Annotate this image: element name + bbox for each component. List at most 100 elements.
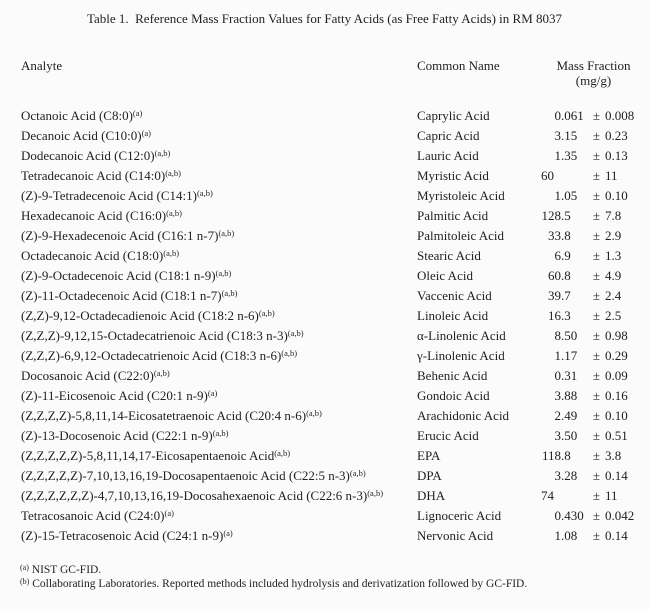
mass-fraction-cell: 3.50 ±0.51 — [538, 426, 649, 446]
mass-fraction-value-frac: .49 — [561, 408, 578, 423]
footnote-marker: (a,b) — [215, 267, 232, 278]
analyte-cell: Octanoic Acid (C8:0)(a) — [21, 106, 417, 126]
mass-fraction-value-frac: .50 — [561, 328, 578, 343]
mass-fraction-cell: 2.49 ±0.10 — [538, 406, 649, 426]
mass-fraction-value-frac: .8 — [561, 228, 571, 243]
analyte-name: Octanoic Acid (C8:0) — [21, 108, 133, 123]
analyte-cell: (Z)-9-Tetradecenoic Acid (C14:1)(a,b) — [21, 186, 417, 206]
mass-fraction-value-frac: .430 — [561, 508, 584, 523]
footnote-marker: (a) — [164, 507, 174, 518]
analyte-name: (Z,Z,Z,Z,Z,Z)-4,7,10,13,16,19-Docosahexa… — [21, 488, 368, 503]
footnote-marker: (a,b) — [165, 167, 182, 178]
mass-fraction-uncertainty: 0.09 — [605, 368, 628, 383]
mass-fraction-uncertainty: 0.51 — [605, 428, 628, 443]
mass-fraction-value-frac: .8 — [561, 448, 571, 463]
mass-fraction-value-frac: .3 — [561, 308, 571, 323]
mass-fraction-value-int: 3 — [554, 468, 562, 483]
mass-fraction-cell: 3.15 ±0.23 — [538, 126, 649, 146]
table-row: Octadecanoic Acid (C18:0)(a,b) Stearic A… — [21, 246, 649, 266]
footnote-marker: (a) — [20, 562, 29, 572]
analyte-name: (Z,Z,Z)-9,12,15-Octadecatrienoic Acid (C… — [21, 328, 288, 343]
analyte-cell: Tetracosanoic Acid (C24:0)(a) — [21, 506, 417, 526]
footnote-marker: (b) — [20, 576, 30, 586]
mass-fraction-value-int: 1 — [554, 188, 562, 203]
footnote-marker: (a,b) — [274, 447, 291, 458]
mass-fraction-cell: 8.50 ±0.98 — [538, 326, 649, 346]
analyte-name: (Z,Z,Z)-6,9,12-Octadecatrienoic Acid (C1… — [21, 348, 282, 363]
mass-fraction-cell: 16.3 ±2.5 — [538, 306, 649, 326]
mass-fraction-cell: 33.8 ±2.9 — [538, 226, 649, 246]
mass-fraction-value-frac: .35 — [561, 148, 578, 163]
common-name-cell: Stearic Acid — [417, 248, 481, 263]
mass-fraction-value-frac: .8 — [561, 268, 571, 283]
column-header-analyte: Analyte — [21, 58, 63, 73]
common-name-cell: Lignoceric Acid — [417, 508, 502, 523]
analyte-name: Hexadecanoic Acid (C16:0) — [21, 208, 167, 223]
mass-fraction-value-frac: .7 — [561, 288, 571, 303]
mass-fraction-value-frac: .05 — [561, 188, 578, 203]
mass-fraction-value-frac: .31 — [561, 368, 578, 383]
mass-fraction-value-frac: .061 — [561, 108, 584, 123]
plus-minus-sign: ± — [592, 268, 601, 283]
common-name-cell: Nervonic Acid — [417, 528, 494, 543]
mass-fraction-value-frac: .5 — [561, 208, 571, 223]
table-row: (Z)-9-Hexadecenoic Acid (C16:1 n-7)(a,b)… — [21, 226, 649, 246]
plus-minus-sign: ± — [592, 288, 601, 303]
common-name-cell: Lauric Acid — [417, 148, 479, 163]
mass-fraction-uncertainty: 0.10 — [605, 188, 628, 203]
plus-minus-sign: ± — [592, 388, 601, 403]
analyte-name: (Z)-11-Octadecenoic Acid (C18:1 n-7) — [21, 288, 222, 303]
document-page: Table 1. Reference Mass Fraction Values … — [0, 11, 649, 609]
mass-fraction-uncertainty: 0.13 — [605, 148, 628, 163]
plus-minus-sign: ± — [592, 148, 601, 163]
common-name-cell: Gondoic Acid — [417, 388, 490, 403]
table-title: Table 1. Reference Mass Fraction Values … — [86, 11, 563, 26]
mass-fraction-cell: 74 ±11 — [538, 486, 649, 506]
footnote-marker: (a,b) — [163, 247, 180, 258]
mass-fraction-value-int: 60 — [541, 168, 554, 183]
mass-fraction-uncertainty: 0.98 — [605, 328, 628, 343]
mass-fraction-uncertainty: 4.9 — [605, 268, 622, 283]
analyte-cell: (Z)-9-Hexadecenoic Acid (C16:1 n-7)(a,b) — [21, 226, 417, 246]
mass-fraction-cell: 128.5 ±7.8 — [538, 206, 649, 226]
analyte-name: (Z)-13-Docosenoic Acid (C22:1 n-9) — [21, 428, 213, 443]
mass-fraction-value-int: 3 — [554, 428, 562, 443]
plus-minus-sign: ± — [592, 248, 601, 263]
table-row: (Z,Z,Z,Z)-5,8,11,14-Eicosatetraenoic Aci… — [21, 406, 649, 426]
common-name-cell: Linoleic Acid — [417, 308, 489, 323]
footnotes: (a) NIST GC-FID. (b) Collaborating Labor… — [0, 563, 649, 591]
table-row: (Z,Z,Z,Z,Z)-5,8,11,14,17-Eicosapentaenoi… — [21, 446, 649, 466]
mass-fraction-uncertainty: 1.3 — [605, 248, 622, 263]
analyte-cell: (Z,Z,Z)-6,9,12-Octadecatrienoic Acid (C1… — [21, 346, 417, 366]
mass-fraction-cell: 60.8 ±4.9 — [538, 266, 649, 286]
plus-minus-sign: ± — [592, 408, 601, 423]
analyte-cell: (Z)-13-Docosenoic Acid (C22:1 n-9)(a,b) — [21, 426, 417, 446]
footnote-marker: (a,b) — [306, 407, 322, 418]
mass-fraction-cell: 1.35 ±0.13 — [538, 146, 649, 166]
mass-fraction-uncertainty: 0.14 — [605, 528, 628, 543]
analyte-name: (Z)-15-Tetracosenoic Acid (C24:1 n-9) — [21, 528, 224, 543]
mass-fraction-uncertainty: 0.16 — [605, 388, 628, 403]
footnote-marker: (a,b) — [196, 187, 213, 198]
plus-minus-sign: ± — [592, 508, 601, 523]
mass-fraction-cell: 1.05 ±0.10 — [538, 186, 649, 206]
common-name-cell: Caprylic Acid — [417, 108, 490, 123]
plus-minus-sign: ± — [592, 468, 601, 483]
mass-fraction-value-frac: .88 — [561, 388, 578, 403]
footnote-marker: (a,b) — [154, 147, 171, 158]
common-name-cell: Arachidonic Acid — [417, 408, 510, 423]
plus-minus-sign: ± — [592, 108, 601, 123]
mass-fraction-value-int: 1 — [554, 348, 562, 363]
plus-minus-sign: ± — [592, 428, 601, 443]
footnote-marker: (a,b) — [166, 207, 182, 218]
mass-fraction-value-int: 1 — [554, 148, 562, 163]
mass-fraction-cell: 3.28 ±0.14 — [538, 466, 649, 486]
table-row: Decanoic Acid (C10:0)(a) Capric Acid 3.1… — [21, 126, 649, 146]
mass-fraction-value-frac — [561, 166, 588, 186]
mass-fraction-uncertainty: 11 — [605, 168, 618, 183]
analyte-name: Docosanoic Acid (C22:0) — [21, 368, 154, 383]
footnote-marker: (a,b) — [221, 287, 238, 298]
mass-fraction-cell: 0.430 ±0.042 — [538, 506, 649, 526]
plus-minus-sign: ± — [592, 528, 601, 543]
analyte-name: (Z,Z,Z,Z,Z)-5,8,11,14,17-Eicosapentaenoi… — [21, 448, 275, 463]
